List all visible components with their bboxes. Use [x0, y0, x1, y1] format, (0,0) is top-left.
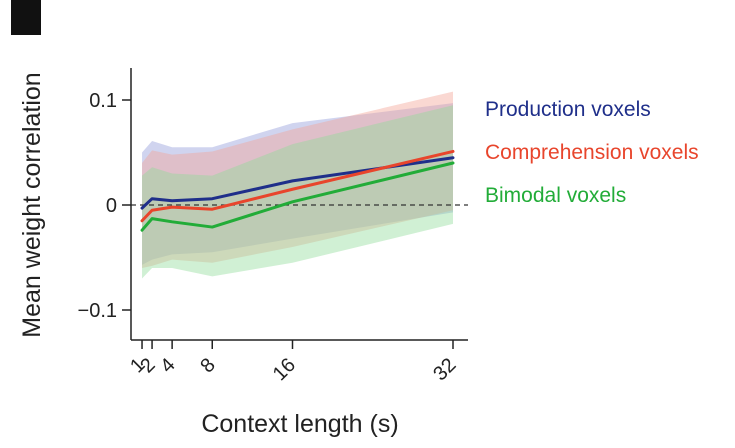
band-3: [142, 105, 453, 279]
y-tick-label: 0: [106, 195, 117, 217]
legend-label-3: Bimodal voxels: [485, 184, 626, 207]
series-line-2: [140, 149, 455, 223]
series-line-1: [140, 156, 455, 210]
x-axis-title: Context length (s): [201, 410, 398, 438]
legend: Production voxels Comprehension voxels Bim…: [485, 98, 699, 207]
x-ticks: 124 8 16 32: [126, 340, 461, 385]
y-tick-label: −0.1: [78, 300, 117, 322]
y-tick-label: 0.1: [89, 90, 117, 112]
series-line-3: [140, 161, 455, 232]
y-axis-title: Mean weight correlation: [18, 72, 46, 337]
x-tick-label: 32: [429, 354, 460, 385]
panel-marker: [11, 0, 41, 35]
y-ticks: 0.1 0 −0.1: [78, 90, 131, 322]
x-tick-label: 4: [156, 354, 179, 377]
legend-label-2: Comprehension voxels: [485, 141, 699, 164]
legend-label-1: Production voxels: [485, 98, 651, 121]
confidence-bands: [142, 91, 453, 279]
series-lines: [140, 149, 455, 232]
x-tick-label: 16: [269, 354, 300, 385]
x-tick-label: 8: [196, 354, 219, 377]
